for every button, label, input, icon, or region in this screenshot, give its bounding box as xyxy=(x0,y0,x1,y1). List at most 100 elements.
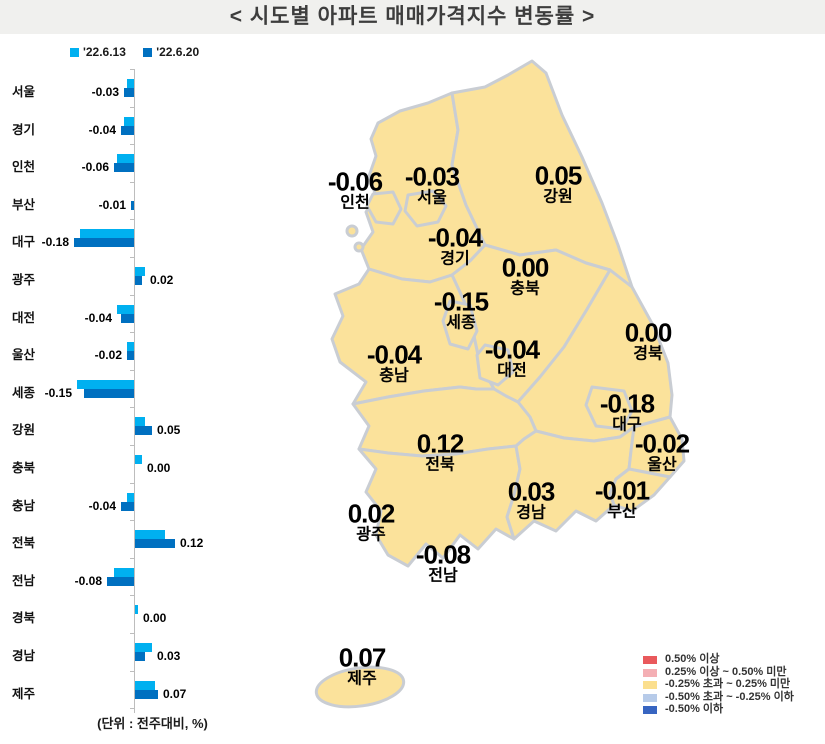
map-value: 0.03 xyxy=(507,476,556,507)
map-region-name: 충남 xyxy=(379,367,409,385)
legend-row: -0.50% 이하 xyxy=(643,703,794,716)
bar-prev xyxy=(135,530,165,539)
zero-axis xyxy=(134,69,135,713)
bar-row-ulsan: 울산 -0.02 xyxy=(0,332,252,370)
bar-value-label: -0.03 xyxy=(91,85,119,99)
legend-swatch-yellow xyxy=(643,681,657,690)
map-region-name: 충북 xyxy=(510,280,540,298)
map-label-gyeongbuk: 0.00 경북 xyxy=(624,317,673,364)
map-region-name: 강원 xyxy=(543,188,573,206)
map-value: 0.05 xyxy=(534,160,583,191)
bar-curr xyxy=(121,502,134,511)
bar-row-busan: 부산 -0.01 xyxy=(0,182,252,220)
bar-curr xyxy=(135,690,158,699)
bar-curr xyxy=(135,426,152,435)
bar-value-label: -0.04 xyxy=(88,499,116,513)
bar-region-label: 광주 xyxy=(12,273,36,287)
bar-prev xyxy=(77,380,134,389)
map-region-name: 대구 xyxy=(612,416,642,434)
bar-prev xyxy=(117,305,134,314)
bar-value-label: 0.00 xyxy=(147,461,171,475)
legend-label: -0.50% 초과 ~ -0.25% 이하 xyxy=(665,690,794,703)
prev-series-label: '22.6.13 xyxy=(83,45,126,59)
prev-series-swatch xyxy=(70,48,79,57)
incheon-island xyxy=(353,241,365,253)
map-value: 0.00 xyxy=(624,317,673,348)
bar-row-jeju: 제주 0.07 xyxy=(0,671,252,709)
map-value: 0.02 xyxy=(347,498,396,529)
bar-value-label: 0.00 xyxy=(143,611,167,625)
bar-curr xyxy=(124,88,134,97)
curr-series-swatch xyxy=(143,48,153,57)
legend-item-prev: '22.6.13 xyxy=(70,45,126,59)
bar-value-label: -0.08 xyxy=(74,574,102,588)
map-value: -0.02 xyxy=(634,428,690,459)
bar-prev xyxy=(117,154,134,163)
map-value: -0.04 xyxy=(366,339,422,370)
bar-value-label: -0.06 xyxy=(81,160,109,174)
bar-region-label: 제주 xyxy=(12,687,36,701)
legend-swatch-blue xyxy=(643,706,657,715)
bar-value-label: -0.04 xyxy=(88,123,116,137)
map-label-jeonnam: -0.08 전남 xyxy=(416,542,471,586)
province-jeju xyxy=(314,665,406,709)
bar-row-chungnam: 충남 -0.04 xyxy=(0,483,252,521)
map-value: -0.01 xyxy=(594,475,650,506)
bar-row-jeonbuk: 전북 0.12 xyxy=(0,520,252,558)
bar-value-label: 0.02 xyxy=(150,273,174,287)
map-label-gyeonggi: -0.04 경기 xyxy=(428,225,483,269)
bar-row-gwangju: 광주 0.02 xyxy=(0,257,252,295)
legend-row: 0.25% 이상 ~ 0.50% 미만 xyxy=(643,666,794,679)
map-region-name: 제주 xyxy=(347,670,377,688)
map-value: -0.04 xyxy=(484,334,540,365)
legend-swatch-pink xyxy=(643,668,657,677)
map-label-jeju: 0.07 제주 xyxy=(338,642,387,689)
bar-curr xyxy=(131,201,134,210)
page-title: < 시도별 아파트 매매가격지수 변동률 > xyxy=(229,5,596,28)
map-value: -0.15 xyxy=(433,286,489,317)
legend-row: 0.50% 이상 xyxy=(643,653,794,666)
bar-curr xyxy=(114,163,134,172)
map-value: -0.18 xyxy=(599,388,655,419)
bar-row-gangwon: 강원 0.05 xyxy=(0,407,252,445)
bar-prev xyxy=(80,229,134,238)
map-value: -0.06 xyxy=(327,166,383,197)
bar-prev xyxy=(135,605,138,614)
map-region-name: 광주 xyxy=(356,526,386,544)
legend-label: -0.50% 이하 xyxy=(665,703,724,716)
bar-curr xyxy=(74,238,134,247)
legend-swatch-red xyxy=(643,656,657,664)
map-label-seoul: -0.03 서울 xyxy=(405,164,460,208)
bar-value-label: -0.18 xyxy=(41,235,69,249)
map-value: 0.00 xyxy=(501,252,550,283)
bar-value-label: -0.02 xyxy=(94,348,122,362)
map-value: 0.07 xyxy=(338,642,387,673)
curr-series-label: '22.6.20 xyxy=(156,45,200,59)
bar-value-label: -0.15 xyxy=(44,386,72,400)
legend-label: 0.25% 이상 ~ 0.50% 미만 xyxy=(665,665,787,678)
map-region-name: 경남 xyxy=(516,504,546,522)
bar-value-label: -0.04 xyxy=(84,311,112,325)
title-banner: < 시도별 아파트 매매가격지수 변동률 > xyxy=(0,0,825,34)
bar-curr xyxy=(135,652,145,661)
legend-label: 0.50% 이상 xyxy=(665,653,720,665)
unit-note: (단위 : 전주대비, %) xyxy=(97,716,208,731)
province-sejong xyxy=(441,299,479,351)
bar-value-label: 0.07 xyxy=(163,687,187,701)
map-label-incheon: -0.06 인천 xyxy=(327,166,383,213)
map-label-daejeon: -0.04 대전 xyxy=(484,334,540,381)
bar-region-label: 서울 xyxy=(12,85,36,99)
bar-region-label: 세종 xyxy=(12,386,36,400)
korea-map-svg xyxy=(314,59,686,709)
bar-row-daegu: 대구 -0.18 xyxy=(0,219,252,257)
map-label-chungnam: -0.04 충남 xyxy=(366,339,422,386)
bar-region-label: 울산 xyxy=(12,348,36,362)
bar-curr xyxy=(121,126,134,135)
province-seoul xyxy=(403,189,448,228)
province-daejeon xyxy=(475,343,515,387)
bar-curr xyxy=(121,314,134,323)
map-label-ulsan: -0.02 울산 xyxy=(634,428,690,475)
map-label-chungbuk: 0.00 충북 xyxy=(501,252,550,299)
province-daegu xyxy=(584,385,634,431)
